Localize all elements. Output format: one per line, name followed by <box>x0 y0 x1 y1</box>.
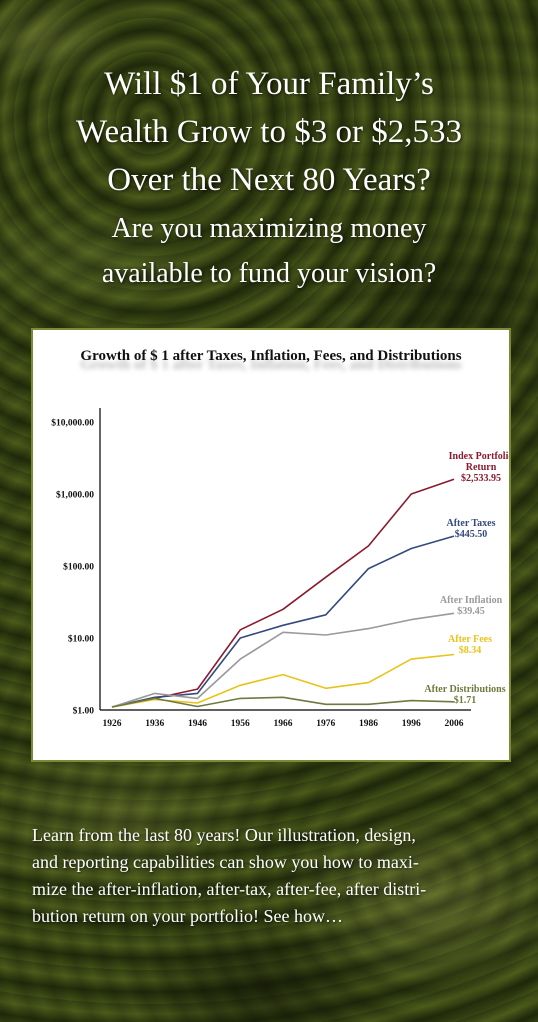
series-end-value: $445.50 <box>455 529 488 540</box>
series-end-value: $1.71 <box>454 695 477 706</box>
chart-title: Growth of $ 1 after Taxes, Inflation, Fe… <box>80 348 462 364</box>
headline: Will $1 of Your Family’s Wealth Grow to … <box>0 60 538 204</box>
x-tick-label: 1946 <box>188 719 207 729</box>
series-end-value: $8.34 <box>459 645 482 656</box>
y-tick-label: $1,000.00 <box>56 490 94 501</box>
chart-panel: Growth of $ 1 after Taxes, Inflation, Fe… <box>31 328 511 762</box>
subheadline: Are you maximizing money available to fu… <box>0 206 538 296</box>
series-label: Index Portfolio <box>449 451 509 462</box>
series-line <box>111 696 455 708</box>
body-line: mize the after-inflation, after-tax, aft… <box>32 879 427 899</box>
x-tick-label: 1956 <box>231 719 250 729</box>
series-end-value: $39.45 <box>457 606 485 617</box>
series-line <box>111 478 455 708</box>
series-end-value: $2,533.95 <box>461 473 501 484</box>
headline-line: Wealth Grow to $3 or $2,533 <box>76 114 462 150</box>
x-tick-label: 1966 <box>274 719 293 729</box>
series-label: Return <box>466 462 497 473</box>
body-line: bution return on your portfolio! See how… <box>32 906 343 926</box>
x-tick-label: 1986 <box>359 719 378 729</box>
body-line: Learn from the last 80 years! Our illust… <box>32 825 416 845</box>
x-tick-label: 1936 <box>145 719 164 729</box>
y-tick-label: $1.00 <box>73 706 95 717</box>
series-label: After Fees <box>448 634 492 645</box>
y-tick-label: $10.00 <box>68 634 94 645</box>
x-tick-label: 1996 <box>402 719 421 729</box>
x-tick-label: 2006 <box>445 719 464 729</box>
y-tick-label: $10,000.00 <box>51 418 94 429</box>
y-tick-label: $100.00 <box>63 562 94 573</box>
series-line <box>111 653 455 708</box>
headline-line: Over the Next 80 Years? <box>107 162 431 198</box>
series-label: After Taxes <box>447 518 496 529</box>
body-paragraph: Learn from the last 80 years! Our illust… <box>32 822 512 930</box>
growth-line-chart: $1.00 $10.00 $100.00 $1,000.00 $10,000.00 192… <box>51 408 509 729</box>
headline-line: Will $1 of Your Family’s <box>104 66 434 102</box>
series-line <box>111 612 455 708</box>
series-line <box>111 535 455 708</box>
series-label: After Distributions <box>424 684 505 695</box>
subheadline-line: available to fund your vision? <box>101 258 437 289</box>
subheadline-line: Are you maximizing money <box>111 213 427 244</box>
series-label: After Inflation <box>440 595 503 606</box>
body-line: and reporting capabilities can show you … <box>32 852 419 872</box>
x-tick-label: 1976 <box>316 719 335 729</box>
x-tick-label: 1926 <box>103 719 122 729</box>
